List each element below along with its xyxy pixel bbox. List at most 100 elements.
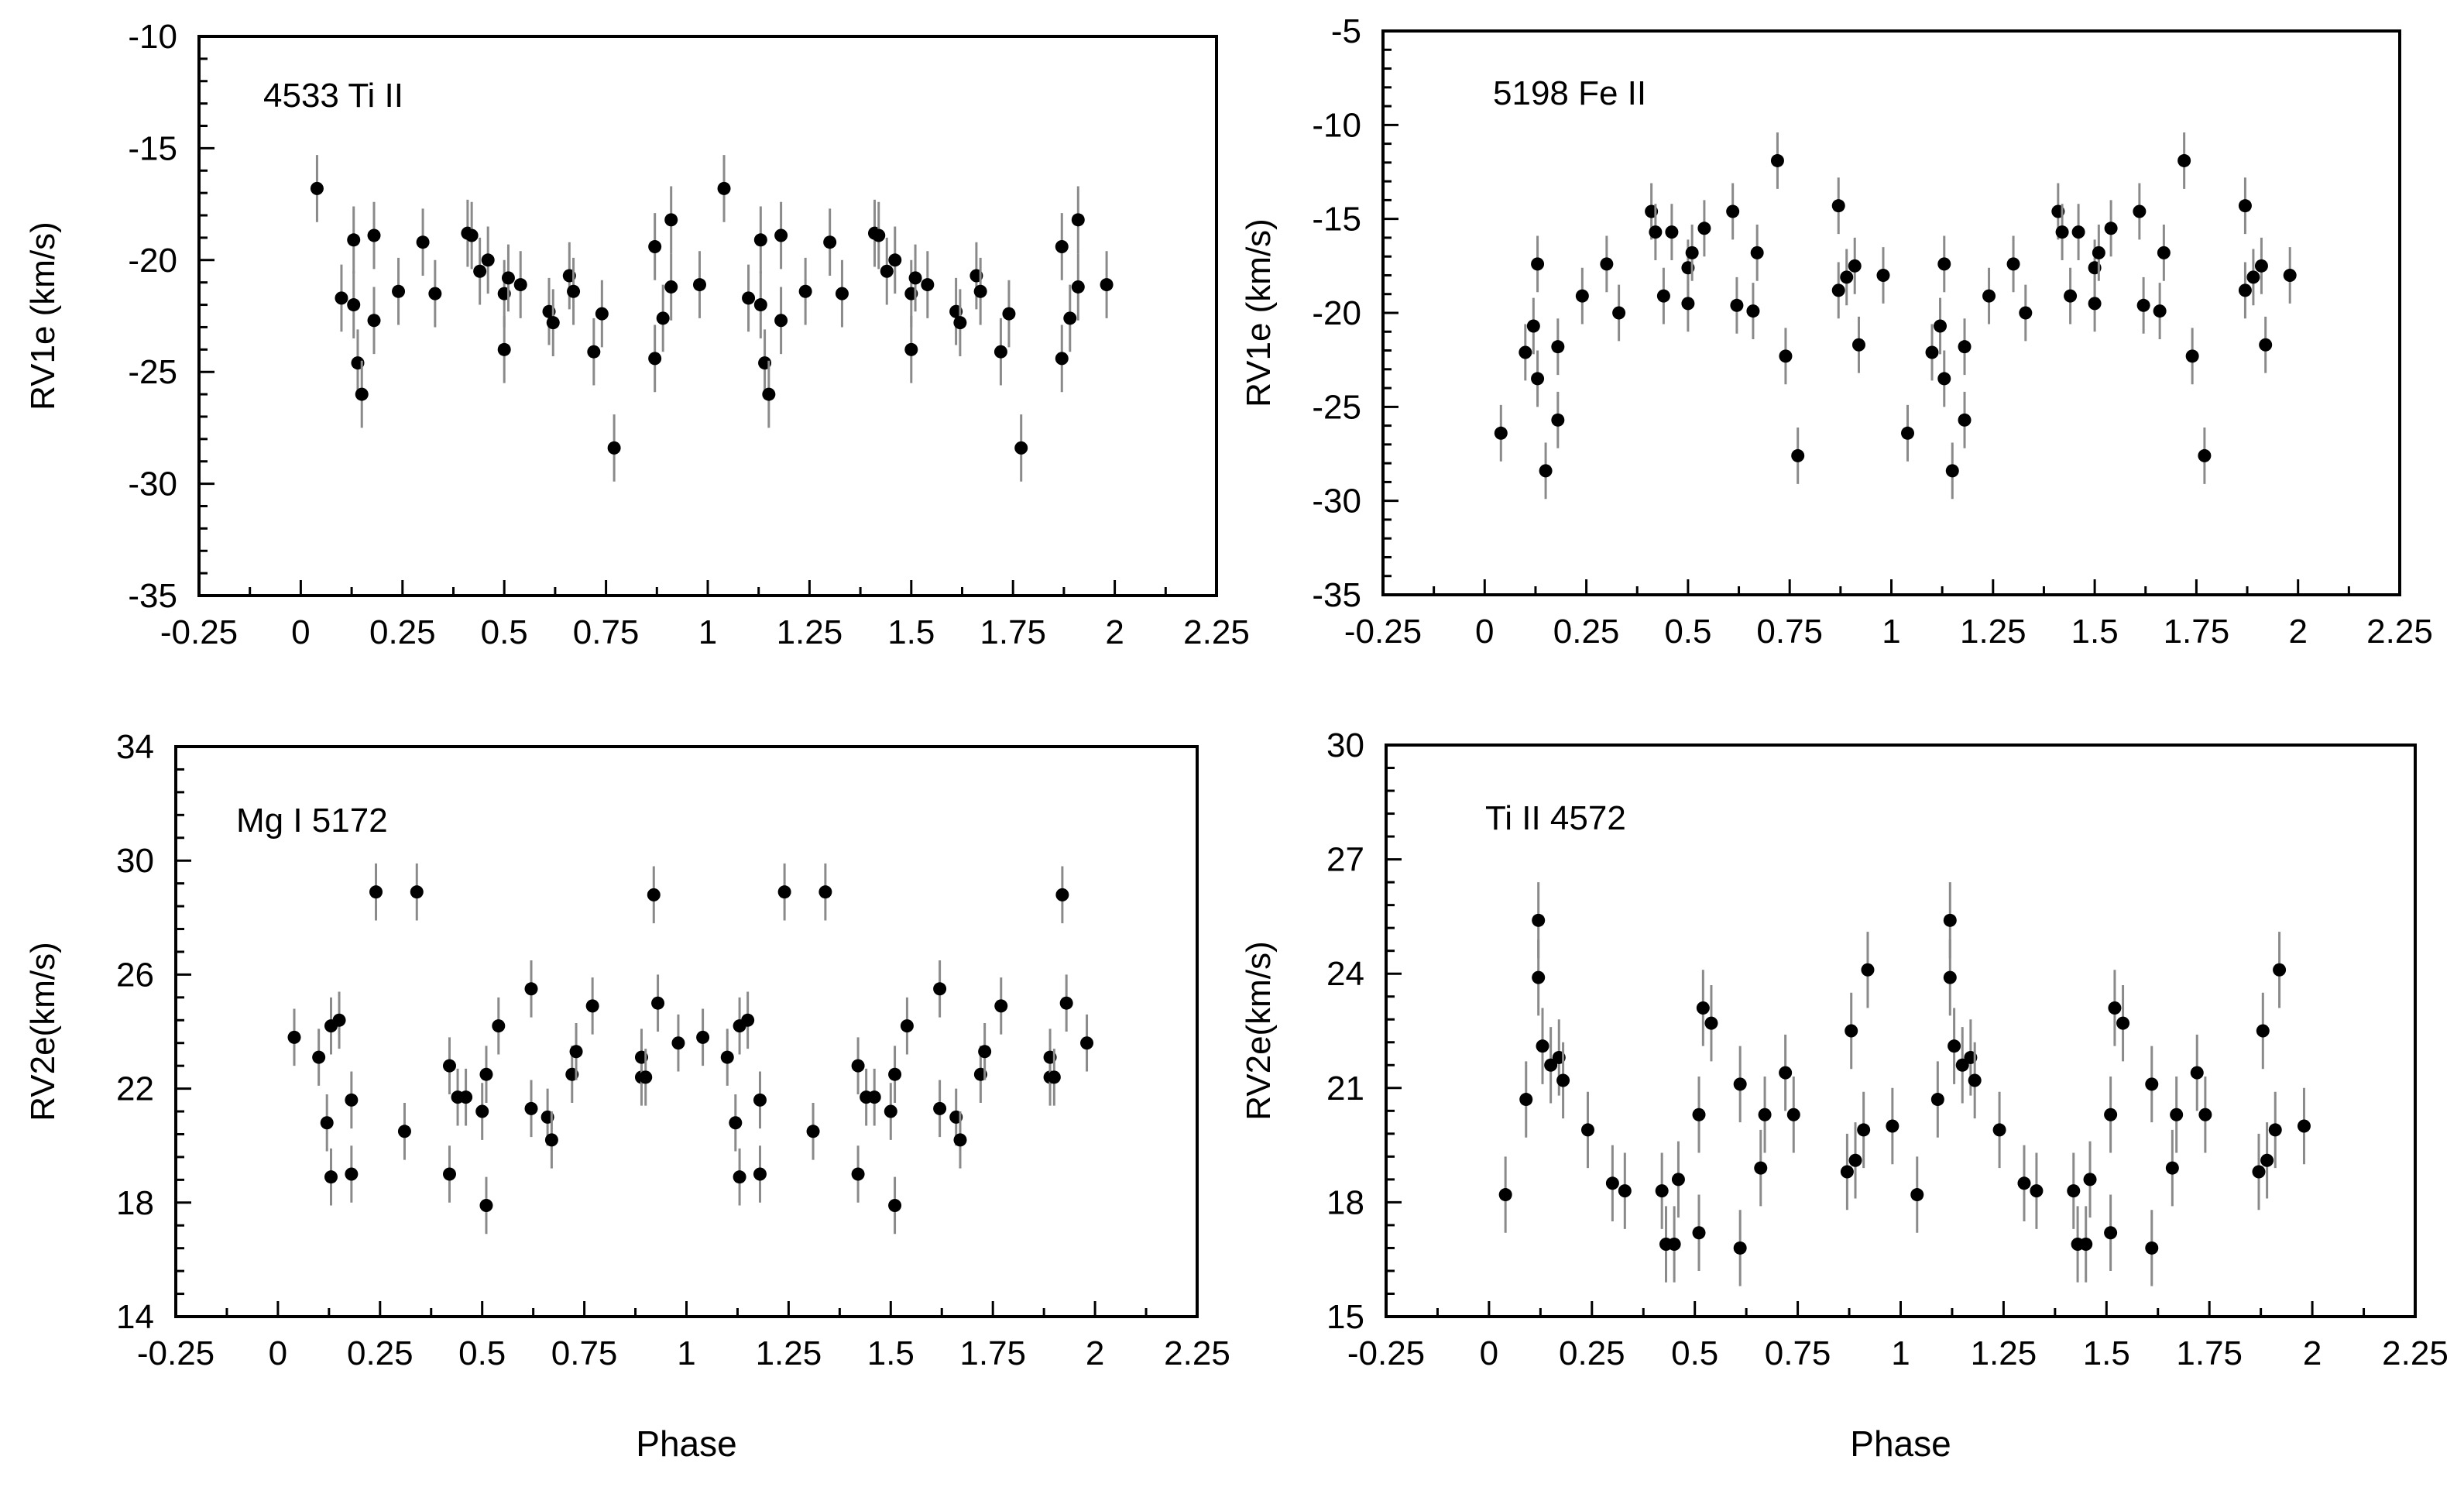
panel-3-data-point [1671,1173,1685,1187]
panel-0-data-point [335,291,348,305]
panel-0-x-tick-label: 0 [291,613,310,651]
panel-0-data-point [774,314,788,328]
panel-2-data-point [442,1167,456,1181]
panel-2-data-point [720,1050,734,1064]
panel-1-data-point [1575,289,1589,303]
panel-3-data-point [1733,1241,1747,1255]
panel-2-data-point [332,1013,346,1027]
panel-2-data-point [320,1116,334,1130]
panel-3-data-point [2067,1184,2081,1198]
panel-0-data-point [921,278,935,292]
panel-0-data-point [648,239,662,253]
panel-2-data-point [651,996,665,1010]
panel-2-x-tick-label: 1 [677,1334,695,1372]
panel-1-data-point [1531,257,1545,271]
panel-3-data-point [1758,1108,1772,1121]
panel-3-data-point [1519,1093,1533,1107]
panel-1-y-tick-label: -30 [1312,483,1361,520]
panel-3-data-point [1943,970,1957,984]
panel-2-y-tick-label: 30 [116,842,154,880]
panel-0-data-point [888,253,902,267]
panel-1-x-tick-label: 1.25 [1960,613,2026,651]
panel-3-x-tick-label: 0.5 [1671,1334,1718,1372]
panel-0-data-point [595,307,609,321]
panel-3-data-point [2108,1001,2122,1015]
panel-3-x-tick-label: 1 [1891,1334,1910,1372]
panel-2-data-point [479,1198,493,1212]
panel-3-data-point [1556,1073,1570,1087]
panel-3-x-tick-label: 1.75 [2176,1334,2243,1372]
panel-3-data-point [1861,963,1875,977]
panel-3-line-annotation: Ti II 4572 [1485,799,1626,837]
panel-0-data-point [993,345,1007,359]
panel-3-x-tick-label: 0.25 [1559,1334,1625,1372]
panel-bottom-left-chart: 14 18 22 26 30 34 -0.25 0 0.25 0.5 0.75 1 1.25 1.5 1.7… [24,728,1230,1464]
panel-2-x-tick-label: 0.25 [347,1334,414,1372]
panel-0-line-annotation: 4533 Ti II [263,77,403,115]
panel-2-data-point [569,1045,583,1059]
panel-0-x-tick-label: 0.25 [369,613,436,651]
panel-3-data-point [1532,970,1546,984]
panel-0-data-point [656,311,670,325]
panel-1-data-point [1945,464,1959,478]
panel-3-data-point [1667,1238,1681,1252]
panel-0-data-point [872,228,886,242]
panel-1-data-point [2246,270,2260,284]
panel-1-plot-frame [1381,29,2401,596]
panel-3-data-point [1692,1226,1706,1240]
panel-0-x-tick-label: 0.5 [481,613,528,651]
panel-1-data-point [1937,372,1951,386]
panel-0-data-point [908,271,922,285]
panel-2-data-point [884,1104,897,1118]
panel-1-data-point [1697,222,1711,235]
panel-0-data-point [347,298,361,312]
panel-0-x-tick-label: 2.25 [1183,613,1250,651]
panel-3-x-tick-label: 0.75 [1765,1334,1831,1372]
panel-1-y-tick-label: -15 [1312,201,1361,239]
panel-0-y-tick-label: -10 [128,18,177,56]
panel-3-y-tick-label: 21 [1326,1070,1364,1108]
panel-1-data-point [2136,298,2150,312]
panel-0-y-tick-label: -30 [128,465,177,503]
panel-2-data-point [312,1050,326,1064]
panel-1-x-tick-label: 2.25 [2366,613,2433,651]
panel-0-data-point [1055,352,1069,366]
panel-0-y-tick-label: -25 [128,353,177,391]
panel-1-data-point [2064,289,2078,303]
panel-3-x-axis-label: Phase [1850,1423,1951,1464]
panel-0-data-point [367,314,381,328]
panel-0-data-point [973,284,987,298]
panel-2-data-point [733,1170,746,1184]
panel-0-data-point [753,298,767,312]
panel-3-data-point [2273,963,2287,977]
panel-3-data-point [2256,1024,2270,1038]
panel-1-data-point [1526,319,1540,333]
panel-1-data-point [1876,268,1890,282]
panel-top-right-chart: -5 -10 -15 -20 -25 -30 -35-0.25 0 0.25 0.5 0.75 1 1.… [1240,12,2433,651]
panel-0-data-point [664,213,678,227]
panel-1-x-tick-label: -0.25 [1344,613,1422,651]
panel-3-y-tick-label: 18 [1326,1183,1364,1221]
panel-0-y-tick-label: -15 [128,129,177,167]
panel-3-data-point [1580,1123,1594,1137]
panel-0-data-point [798,284,812,298]
panel-1-y-tick-label: -5 [1331,12,1361,50]
panel-0-data-point [753,233,767,247]
panel-0-data-point [473,264,487,278]
panel-1-data-point [1519,345,1532,359]
panel-2-y-tick-label: 14 [116,1298,154,1336]
panel-0-y-tick-label: -35 [128,577,177,615]
panel-0-x-tick-label: 1 [698,613,717,651]
panel-3-x-tick-label: 0 [1480,1334,1498,1372]
panel-1-data-point [1746,304,1760,318]
panel-2-data-point [933,982,947,996]
panel-1-data-point [2185,349,2199,363]
panel-3-data-point [1779,1066,1793,1080]
panel-0-x-tick-label: 2 [1105,613,1124,651]
panel-0-data-point [1055,239,1069,253]
panel-0-data-point [513,278,527,292]
panel-2-data-point [369,885,383,899]
panel-1-data-point [1649,225,1663,239]
panel-3-data-point [1848,1153,1862,1167]
panel-2-data-point [639,1070,653,1084]
